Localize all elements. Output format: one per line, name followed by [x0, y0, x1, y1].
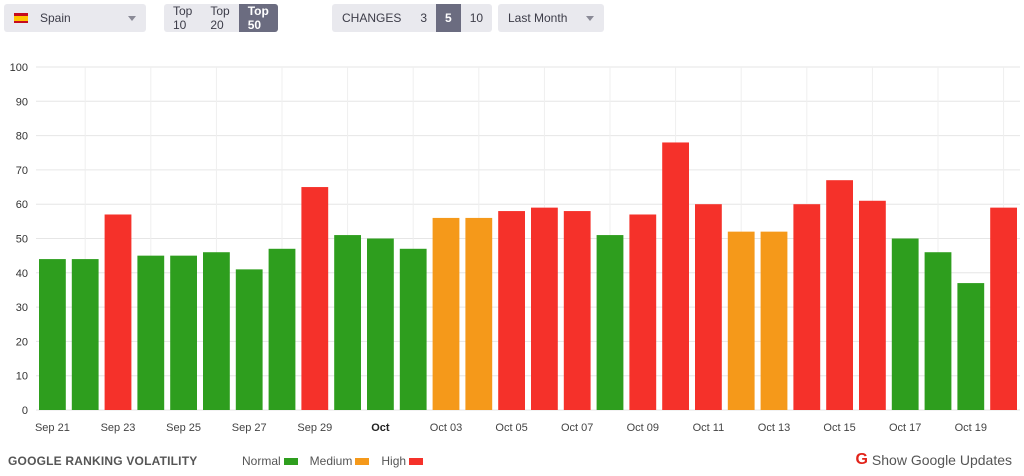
y-tick-label: 100 [10, 62, 28, 74]
legend-swatch-high [409, 457, 424, 465]
legend-label-high: High [381, 454, 407, 468]
chevron-down-icon [586, 16, 594, 21]
legend: Normal Medium High [242, 454, 435, 468]
y-tick-label: 0 [22, 405, 28, 417]
footer: GOOGLE RANKING VOLATILITY Normal Medium … [0, 446, 1024, 476]
chart-title: GOOGLE RANKING VOLATILITY [8, 454, 198, 468]
bar-oct-02[interactable] [399, 248, 427, 410]
bar-sep-25[interactable] [170, 255, 197, 410]
y-tick-label: 20 [16, 336, 28, 348]
bar-sep-30[interactable] [334, 235, 361, 410]
bar-oct-14[interactable] [793, 204, 821, 410]
bar-oct-13[interactable] [760, 231, 788, 410]
top-10-option[interactable]: Top 10 [173, 4, 193, 32]
x-tick-label: Sep 23 [101, 422, 136, 434]
x-tick-label: Sep 25 [166, 422, 201, 434]
x-tick-label: Oct 13 [758, 422, 790, 434]
changes-segment: CHANGES 3 5 10 [332, 4, 493, 32]
bar-sep-29[interactable] [301, 187, 329, 410]
show-google-updates-label: Show Google Updates [871, 452, 1012, 468]
x-tick-label: Oct 07 [561, 422, 593, 434]
changes-5-option[interactable]: 5 [436, 4, 461, 32]
x-tick-label: Oct 11 [693, 422, 725, 434]
x-tick-label: Sep 27 [232, 422, 267, 434]
bar-oct-05[interactable] [498, 211, 525, 410]
bar-sep-28[interactable] [268, 248, 296, 410]
bar-oct-16[interactable] [859, 200, 886, 410]
y-tick-label: 90 [16, 96, 28, 108]
bar-oct-19[interactable] [957, 283, 985, 410]
legend-label-medium: Medium [309, 454, 353, 468]
top-20-option[interactable]: Top 20 [210, 4, 230, 32]
top-50-option[interactable]: Top 50 [238, 4, 278, 32]
bars [39, 142, 1017, 410]
legend-label-normal: Normal [242, 454, 281, 468]
changes-3-option[interactable]: 3 [420, 11, 428, 25]
y-axis: 0 10 20 30 40 50 60 70 80 90 100 [10, 62, 28, 417]
bar-oct-03[interactable] [432, 217, 460, 410]
y-tick-label: 40 [16, 268, 28, 280]
legend-item-normal: Normal [242, 454, 298, 468]
period-label: Last Month [508, 11, 568, 25]
bar-oct-09[interactable] [629, 214, 657, 410]
x-tick-label: Oct 05 [495, 422, 527, 434]
bar-sep-24[interactable] [137, 255, 165, 410]
x-tick-label: Oct 17 [889, 422, 921, 434]
bar-oct-06[interactable] [531, 207, 558, 410]
google-icon: G [855, 451, 868, 468]
changes-10-option[interactable]: 10 [469, 11, 484, 25]
bar-oct-11[interactable] [695, 204, 722, 410]
period-select[interactable]: Last Month [498, 4, 604, 32]
x-axis: Sep 21 Sep 23 Sep 25 Sep 27 Sep 29 Oct Oct 03 O… [35, 422, 987, 434]
x-tick-label: Oct 15 [823, 422, 855, 434]
bar-oct-18[interactable] [924, 252, 952, 410]
bar-oct-04[interactable] [465, 217, 493, 410]
bar-oct-07[interactable] [563, 211, 591, 410]
bar-oct-15[interactable] [826, 180, 853, 410]
country-select[interactable]: Spain [4, 4, 146, 32]
bar-sep-26[interactable] [203, 252, 230, 410]
bar-sep-21[interactable] [39, 259, 66, 410]
legend-swatch-normal [283, 457, 298, 465]
x-tick-label: Sep 29 [297, 422, 332, 434]
bar-oct-20[interactable] [990, 207, 1017, 410]
bar-oct-12[interactable] [727, 231, 755, 410]
legend-swatch-medium [355, 457, 370, 465]
chevron-down-icon [128, 16, 136, 21]
y-tick-label: 60 [16, 199, 28, 211]
x-tick-label: Oct 03 [430, 422, 462, 434]
y-tick-label: 70 [16, 165, 28, 177]
grid [36, 66, 1020, 411]
changes-label: CHANGES [342, 11, 402, 25]
x-tick-label: Oct 09 [627, 422, 659, 434]
bar-sep-22[interactable] [71, 259, 99, 410]
x-tick-label: Sep 21 [35, 422, 70, 434]
legend-item-high: High [381, 454, 424, 468]
bar-oct-17[interactable] [891, 238, 919, 411]
bar-oct-10[interactable] [662, 142, 689, 410]
y-tick-label: 80 [16, 131, 28, 143]
y-tick-label: 30 [16, 302, 28, 314]
x-tick-label: Oct [371, 422, 390, 434]
bar-sep-23[interactable] [104, 214, 132, 410]
y-tick-label: 50 [16, 234, 28, 246]
country-label: Spain [40, 11, 71, 25]
top-segment: Top 10 Top 20 Top 50 [164, 4, 278, 32]
spain-flag-icon [14, 13, 28, 23]
bar-oct-08[interactable] [596, 235, 624, 410]
show-google-updates-button[interactable]: G Show Google Updates [855, 451, 1012, 469]
bar-oct[interactable] [367, 238, 394, 411]
bar-sep-27[interactable] [235, 269, 263, 410]
legend-item-medium: Medium [310, 454, 370, 468]
y-tick-label: 10 [16, 371, 28, 383]
x-tick-label: Oct 19 [955, 422, 987, 434]
